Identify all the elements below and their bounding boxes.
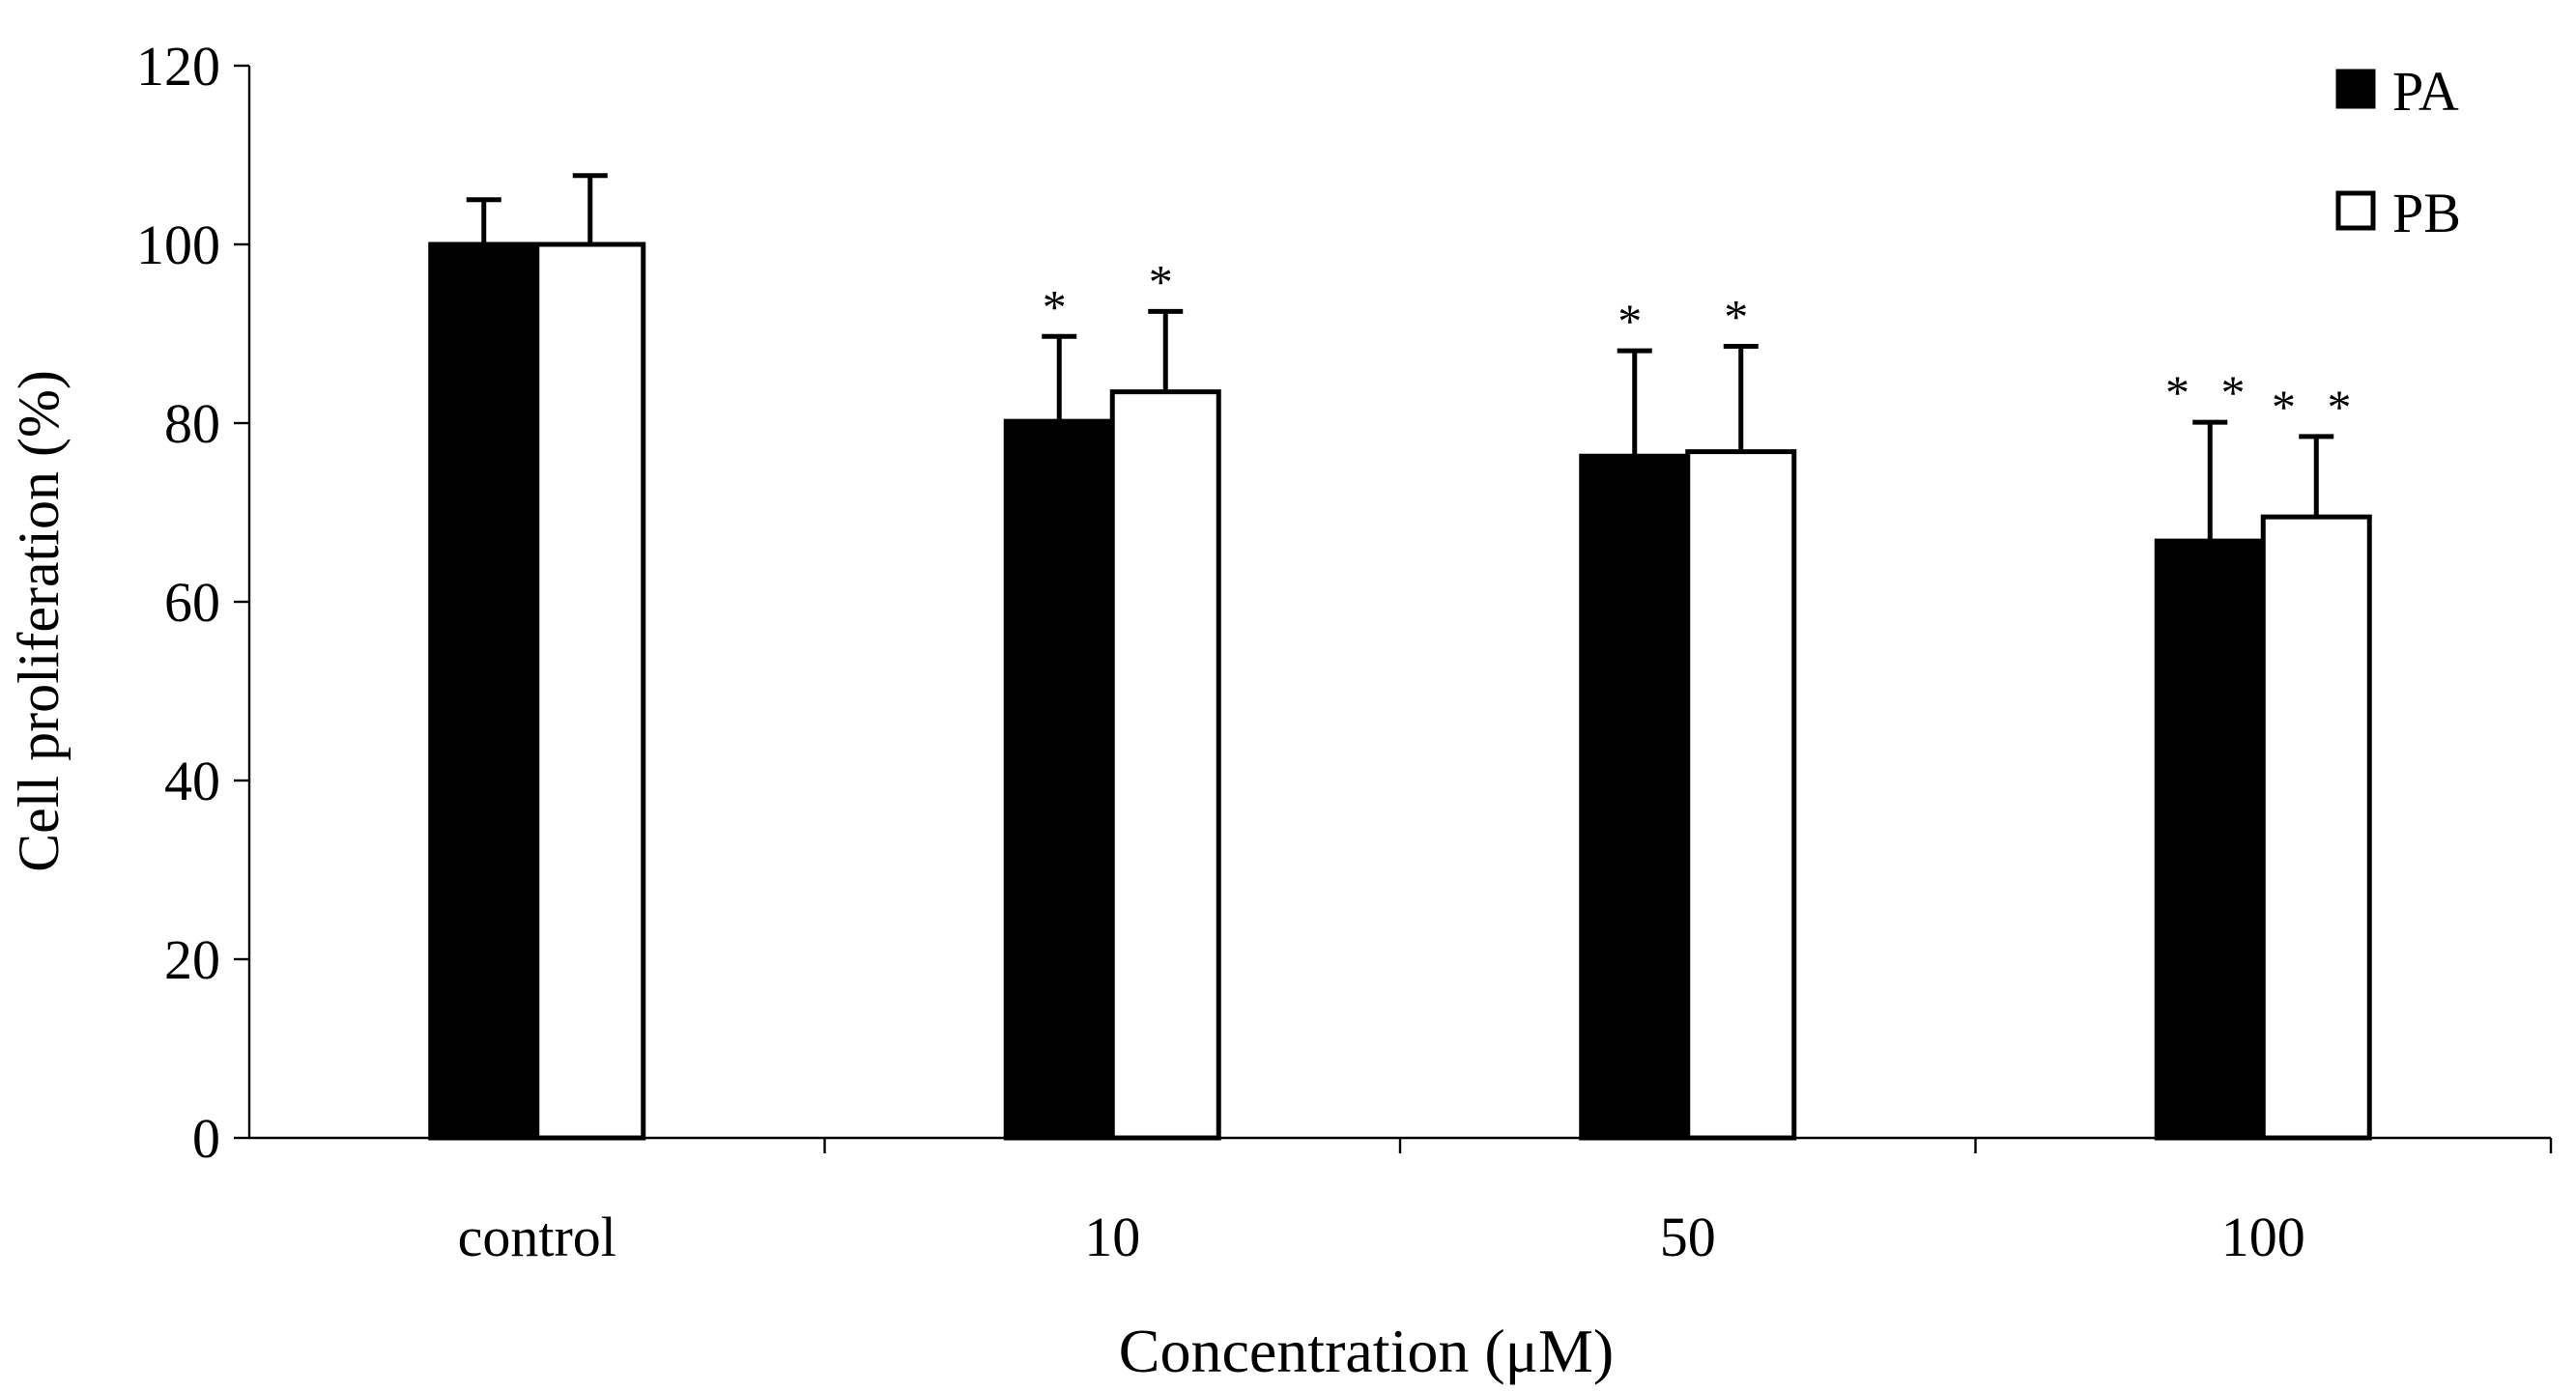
y-tick-label: 60 (164, 571, 220, 634)
y-tick-label: 100 (136, 213, 220, 276)
y-tick-label: 0 (192, 1107, 220, 1170)
significance-marker: * * (2272, 380, 2361, 434)
bar-pa-50 (1579, 453, 1691, 1141)
labels-layer: 0 20 40 60 80 100 120 control 10 50 100 * * * * * * * * (136, 35, 2361, 1268)
significance-marker: * (1617, 294, 1651, 348)
x-tick-label: 50 (1660, 1206, 1716, 1268)
x-tick-label: control (458, 1206, 616, 1268)
y-tick-label: 120 (136, 35, 220, 98)
y-tick-label: 40 (164, 750, 220, 812)
bars-layer (428, 241, 2372, 1141)
bar-pa-control (428, 241, 540, 1141)
error-bars-layer (466, 173, 2334, 542)
bar-pa-10 (1003, 418, 1115, 1141)
x-tick-label: 100 (2221, 1206, 2305, 1268)
bar-pb-50 (1685, 449, 1797, 1141)
bar-pb-100 (2260, 514, 2372, 1141)
x-axis-title: Concentration (μM) (1119, 1317, 1614, 1385)
x-tick-label: 10 (1084, 1206, 1140, 1268)
legend: PA PB (2335, 60, 2461, 244)
significance-marker: * (1724, 289, 1758, 343)
legend-swatch-pb (2335, 190, 2376, 231)
y-tick-label: 80 (164, 392, 220, 455)
y-tick-label: 20 (164, 928, 220, 991)
significance-marker: * (1149, 254, 1183, 308)
y-axis-title: Cell proliferation (%) (7, 370, 71, 872)
bar-pb-10 (1109, 389, 1221, 1141)
bar-pa-100 (2154, 538, 2266, 1141)
significance-marker: * * (2165, 365, 2255, 419)
bar-pb-control (534, 241, 646, 1141)
significance-marker: * (1043, 279, 1076, 333)
legend-label-pa: PA (2392, 60, 2459, 123)
legend-label-pb: PB (2392, 182, 2461, 244)
legend-swatch-pa (2335, 69, 2376, 109)
